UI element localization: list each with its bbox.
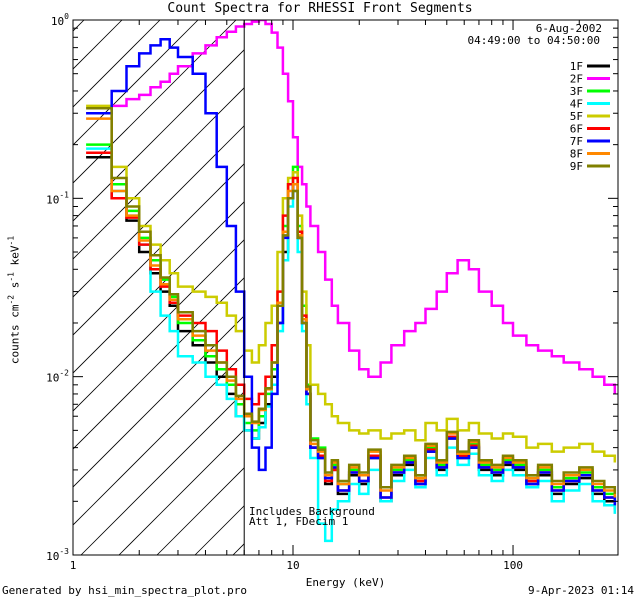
- y-tick-label: 10-3: [46, 547, 69, 563]
- legend-label-9F: 9F: [570, 160, 583, 173]
- series-line-4F: [86, 147, 617, 543]
- series-layer: [86, 20, 617, 543]
- hatch-line: [73, 315, 245, 488]
- series-line-7F: [86, 37, 617, 506]
- y-axis-label-part: s: [8, 281, 22, 295]
- hatch-line: [80, 391, 245, 555]
- legend-label-8F: 8F: [570, 148, 583, 161]
- hatch-line: [73, 87, 245, 260]
- hatch-line: [73, 20, 237, 184]
- chart-date: 6-Aug-2002: [535, 22, 602, 35]
- legend-label-6F: 6F: [570, 123, 583, 136]
- series-line-3F: [86, 143, 617, 502]
- annotation-background: Includes Background: [249, 505, 375, 518]
- y-axis-label-exp: -1: [6, 272, 16, 282]
- hatch-line: [73, 201, 245, 374]
- x-tick-label: 100: [503, 559, 523, 572]
- footer-timestamp: 9-Apr-2023 01:14: [528, 584, 634, 597]
- plot-frame: [72, 19, 619, 556]
- legend-label-3F: 3F: [570, 85, 583, 98]
- hatch-region: [73, 20, 245, 555]
- y-axis-label-exp: -2: [6, 294, 16, 305]
- hatch-line: [118, 429, 245, 555]
- series-line-9F: [86, 106, 617, 494]
- legend-label-5F: 5F: [570, 110, 583, 123]
- y-axis-label-part: keV: [8, 245, 22, 272]
- y-axis-label-exp: -1: [6, 235, 16, 246]
- x-axis-label: Energy (keV): [306, 576, 385, 589]
- hatch-line: [73, 163, 245, 336]
- annotation-attenuator: Att 1, FDecim 1: [249, 515, 349, 528]
- hatch-line: [73, 239, 245, 412]
- y-tick-label: 10-2: [46, 369, 69, 385]
- y-tick-label: 100: [51, 12, 69, 28]
- hatch-line: [73, 353, 245, 526]
- y-tick-label: 10-1: [46, 190, 69, 206]
- x-tick-label: 1: [70, 559, 77, 572]
- chart-time-range: 04:49:00 to 04:50:00: [467, 34, 600, 47]
- chart-title: Count Spectra for RHESSI Front Segments: [167, 1, 473, 16]
- legend-label-4F: 4F: [570, 98, 583, 111]
- y-axis-label-part: counts cm: [8, 304, 22, 365]
- legend-label-2F: 2F: [570, 73, 583, 86]
- hatch-line: [73, 49, 245, 222]
- footer-generated-by: Generated by hsi_min_spectra_plot.pro: [2, 584, 248, 597]
- legend-label-7F: 7F: [570, 135, 583, 148]
- legend-label-1F: 1F: [570, 60, 583, 73]
- series-line-2F: [86, 20, 617, 394]
- series-line-8F: [86, 117, 617, 498]
- x-tick-label: 10: [286, 559, 299, 572]
- axis-ticks: 1 10 100 Energy (keV) 10-3 10-2 10-1 100: [46, 12, 619, 589]
- y-axis-label: counts cm-2 s-1 keV-1: [7, 236, 22, 364]
- hatch-line: [73, 277, 245, 450]
- series-line-5F: [86, 104, 617, 463]
- hatch-line: [73, 125, 245, 298]
